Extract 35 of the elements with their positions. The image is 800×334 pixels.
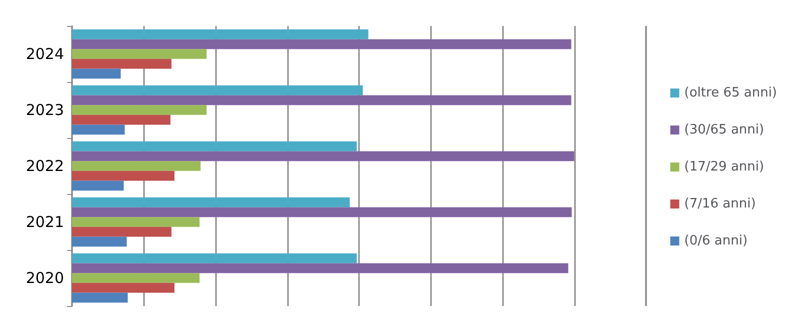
bar — [72, 180, 124, 191]
bar — [72, 68, 121, 79]
bar — [72, 236, 127, 247]
bar — [72, 263, 568, 274]
bar — [72, 253, 357, 264]
bar — [72, 282, 174, 293]
bar — [72, 58, 172, 69]
bar — [72, 114, 170, 125]
bar — [72, 29, 368, 40]
bar — [72, 170, 174, 181]
legend-label: (0/6 anni) — [684, 234, 748, 248]
bar — [72, 151, 574, 162]
bar — [72, 226, 172, 237]
bar — [72, 273, 200, 283]
y-tick-label: 2022 — [26, 157, 64, 175]
bar — [72, 292, 128, 303]
legend-label: (oltre 65 anni) — [684, 86, 778, 100]
bar — [72, 124, 125, 135]
y-tick-label: 2024 — [26, 45, 64, 63]
bar — [72, 141, 357, 152]
bar — [72, 217, 200, 227]
y-tick-label: 2020 — [26, 269, 64, 287]
legend-label: (30/65 anni) — [684, 122, 764, 138]
y-tick-label: 2021 — [26, 213, 64, 231]
bar — [72, 85, 363, 96]
bar — [72, 95, 572, 106]
legend-label: (17/29 anni) — [684, 160, 764, 174]
bar — [72, 197, 350, 208]
legend-label: (7/16 anni) — [684, 196, 756, 212]
y-tick-label: 2023 — [26, 101, 64, 119]
bar — [72, 105, 207, 115]
bar — [72, 161, 201, 171]
bar — [72, 49, 207, 59]
bar — [72, 39, 572, 50]
bar — [72, 207, 572, 218]
